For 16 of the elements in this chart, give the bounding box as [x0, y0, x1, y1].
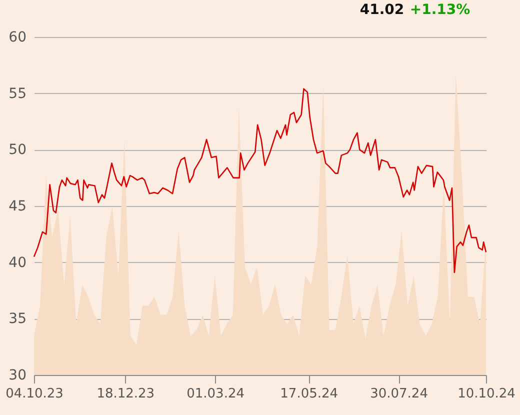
x-tick-label: 10.10.24: [458, 386, 516, 402]
y-tick-label: 50: [8, 142, 26, 158]
x-tick-label: 17.05.24: [280, 386, 338, 402]
x-tick-label: 18.12.23: [96, 386, 155, 402]
x-tick-label: 01.03.24: [186, 386, 244, 402]
y-tick-label: 55: [8, 86, 26, 102]
y-tick-label: 35: [8, 311, 26, 328]
y-tick-label: 45: [8, 198, 26, 214]
y-tick-label: 60: [8, 30, 26, 46]
text: +1.13%: [410, 2, 470, 18]
y-tick-label: 30: [8, 368, 26, 384]
line-series: [33, 88, 487, 274]
x-tick-label: 04.10.23: [6, 386, 64, 402]
x-tick-label: 30.07.24: [370, 386, 428, 402]
y-tick-label: 40: [8, 254, 26, 271]
text: 41.02: [360, 2, 404, 18]
